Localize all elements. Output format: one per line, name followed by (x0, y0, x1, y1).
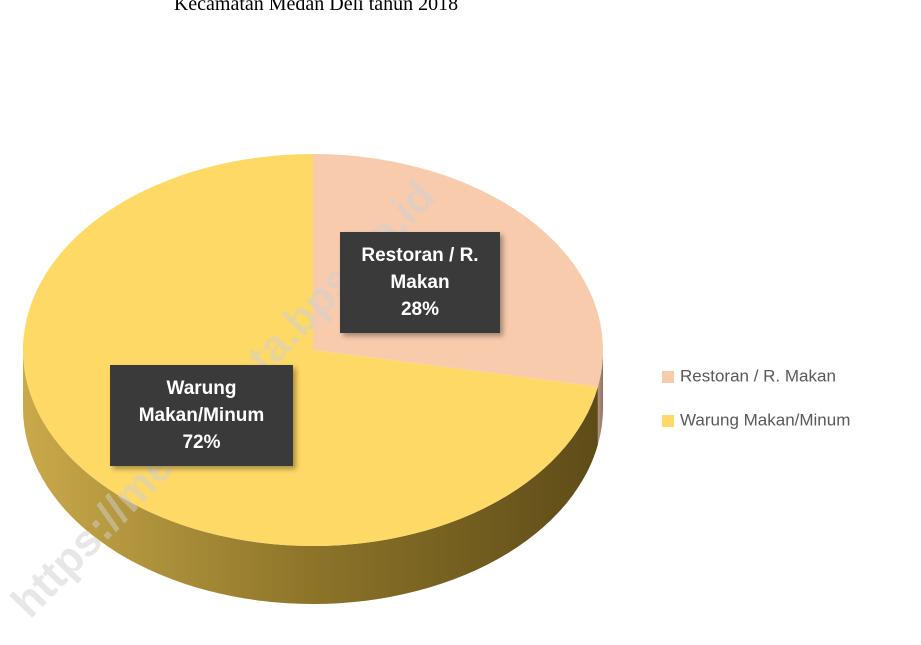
label-value: 28% (400, 299, 440, 320)
data-label: Restoran / R. Makan 28% (340, 232, 500, 333)
legend-swatch (662, 371, 674, 383)
label-name: Restoran / R. Makan (361, 245, 479, 293)
label-value: 72% (182, 432, 221, 453)
label-name: Warung Makan/Minum (138, 378, 265, 426)
pie-side (23, 350, 598, 605)
data-label: Warung Makan/Minum 72% (110, 365, 293, 466)
legend-swatch (662, 415, 674, 427)
chart-title: Kecamatan Medan Deli tahun 2018 (174, 0, 458, 15)
pie-side (597, 350, 603, 445)
legend-label: Restoran / R. Makan (680, 366, 836, 385)
legend-label: Warung Makan/Minum (680, 410, 850, 429)
